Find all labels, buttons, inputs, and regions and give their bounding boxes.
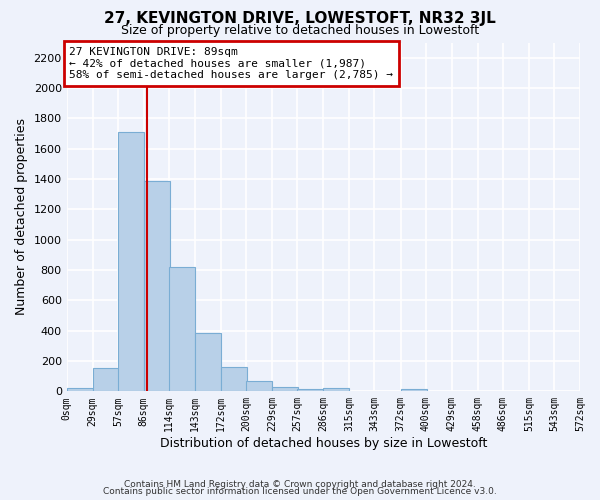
- Bar: [272, 387, 298, 392]
- Bar: [323, 388, 349, 392]
- Bar: [195, 333, 221, 392]
- Bar: [401, 389, 427, 392]
- Text: Contains public sector information licensed under the Open Government Licence v3: Contains public sector information licen…: [103, 487, 497, 496]
- Y-axis label: Number of detached properties: Number of detached properties: [15, 118, 28, 316]
- Bar: [67, 388, 92, 392]
- Text: Size of property relative to detached houses in Lowestoft: Size of property relative to detached ho…: [121, 24, 479, 37]
- Bar: [169, 267, 195, 392]
- Text: 27 KEVINGTON DRIVE: 89sqm
← 42% of detached houses are smaller (1,987)
58% of se: 27 KEVINGTON DRIVE: 89sqm ← 42% of detac…: [70, 47, 394, 80]
- Bar: [221, 367, 247, 392]
- Bar: [92, 368, 119, 392]
- Bar: [118, 132, 144, 392]
- X-axis label: Distribution of detached houses by size in Lowestoft: Distribution of detached houses by size …: [160, 437, 487, 450]
- Bar: [298, 389, 323, 392]
- Text: Contains HM Land Registry data © Crown copyright and database right 2024.: Contains HM Land Registry data © Crown c…: [124, 480, 476, 489]
- Text: 27, KEVINGTON DRIVE, LOWESTOFT, NR32 3JL: 27, KEVINGTON DRIVE, LOWESTOFT, NR32 3JL: [104, 11, 496, 26]
- Bar: [246, 382, 272, 392]
- Bar: [144, 180, 170, 392]
